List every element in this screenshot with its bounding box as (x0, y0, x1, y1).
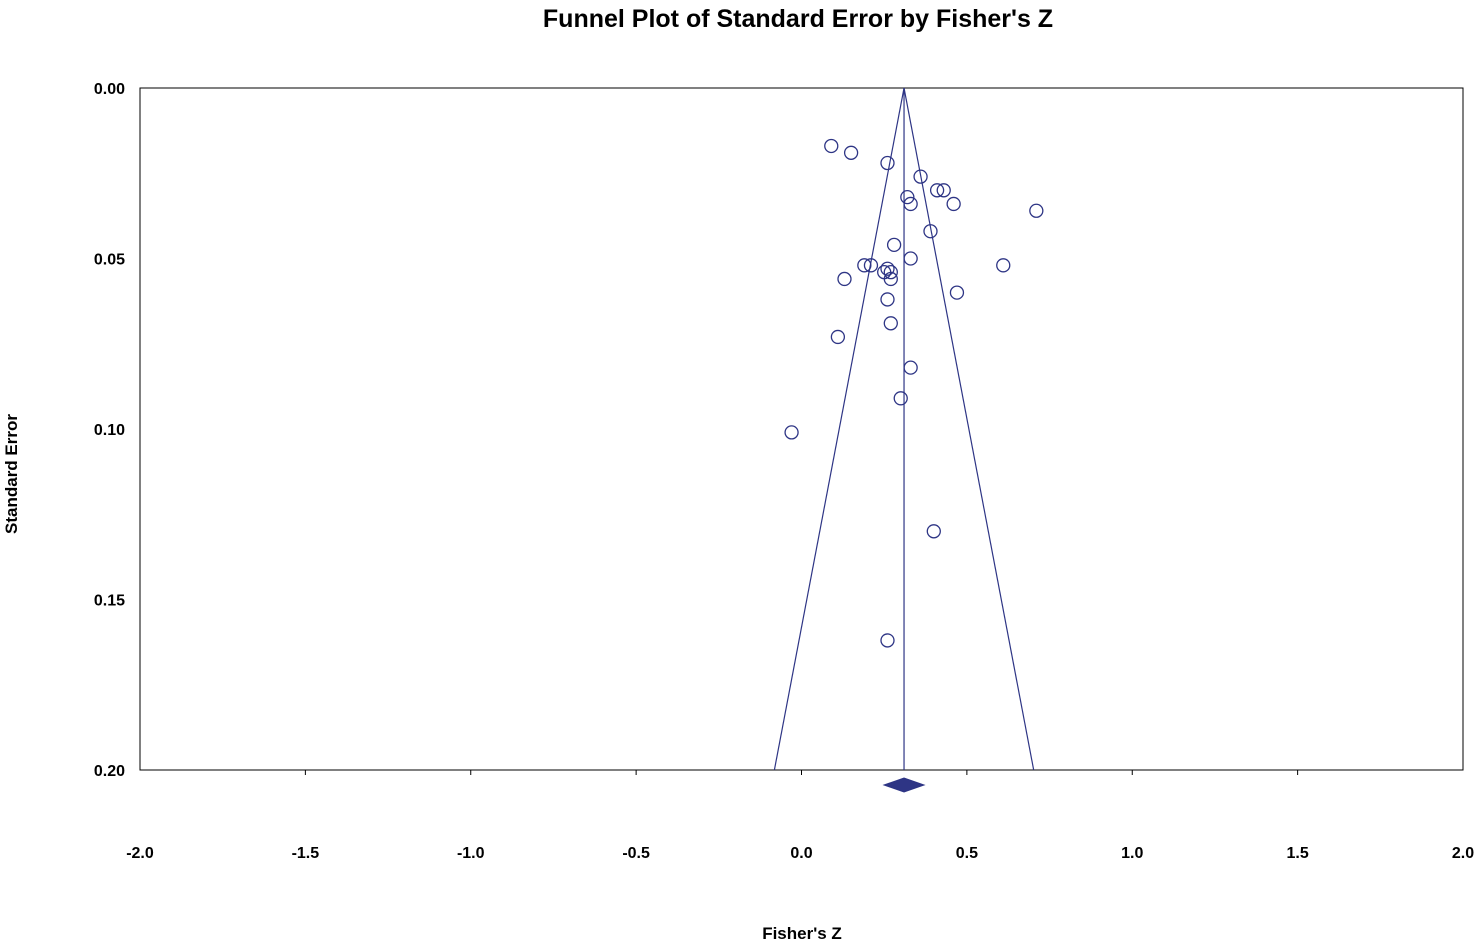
study-point (880, 292, 895, 307)
x-tick-label: -1.5 (292, 845, 320, 862)
x-tick-label: 1.0 (1121, 845, 1143, 862)
summary-effect (882, 777, 926, 793)
x-axis-ticks: -2.0 -1.5 -1.0 -0.5 0.0 0.5 1.0 1.5 2.0 (126, 770, 1474, 862)
study-points (784, 138, 1044, 648)
x-tick-label: 0.0 (790, 845, 812, 862)
study-point (923, 224, 938, 239)
study-point (883, 316, 898, 331)
study-point (880, 155, 895, 171)
y-tick-label: 0.20 (94, 763, 125, 780)
study-point (996, 258, 1011, 273)
study-point (903, 251, 918, 266)
y-tick-label: 0.10 (94, 422, 125, 439)
y-tick-label: 0.15 (94, 593, 125, 610)
x-tick-label: -2.0 (126, 845, 154, 862)
y-axis-ticks: 0.00 0.05 0.10 0.15 0.20 (94, 81, 125, 780)
plot-area-border (139, 87, 1464, 771)
study-point (843, 145, 859, 160)
study-point (784, 425, 799, 440)
study-point (886, 237, 902, 253)
study-point (824, 138, 839, 154)
y-tick-label: 0.00 (94, 81, 125, 98)
funnel-right-line (903, 87, 1035, 771)
study-point (880, 261, 895, 276)
study-point (929, 183, 945, 198)
study-point (926, 524, 941, 539)
funnel-lines (773, 87, 1035, 771)
study-point (903, 360, 918, 375)
y-axis-label: Standard Error (2, 414, 21, 534)
funnel-left-line (773, 87, 905, 771)
study-point (883, 264, 898, 280)
x-tick-label: -0.5 (622, 845, 650, 862)
x-axis-label: Fisher's Z (762, 924, 842, 943)
study-point (863, 258, 879, 273)
study-point (900, 189, 915, 205)
chart-title: Funnel Plot of Standard Error by Fisher'… (543, 5, 1053, 33)
study-point (857, 258, 872, 273)
study-point (913, 169, 928, 184)
study-point (893, 391, 908, 406)
x-tick-label: 2.0 (1452, 845, 1474, 862)
study-point (946, 196, 961, 212)
study-point (883, 271, 898, 287)
study-point (903, 196, 918, 212)
study-point (936, 183, 951, 198)
study-point (1029, 203, 1044, 218)
x-tick-label: -1.0 (457, 845, 485, 862)
study-point (830, 329, 846, 345)
y-tick-label: 0.05 (94, 252, 125, 269)
x-tick-label: 0.5 (956, 845, 978, 862)
study-point (949, 285, 965, 300)
study-point (837, 271, 852, 287)
x-tick-label: 1.5 (1287, 845, 1309, 862)
study-point (880, 633, 895, 648)
summary-diamond (882, 777, 926, 793)
